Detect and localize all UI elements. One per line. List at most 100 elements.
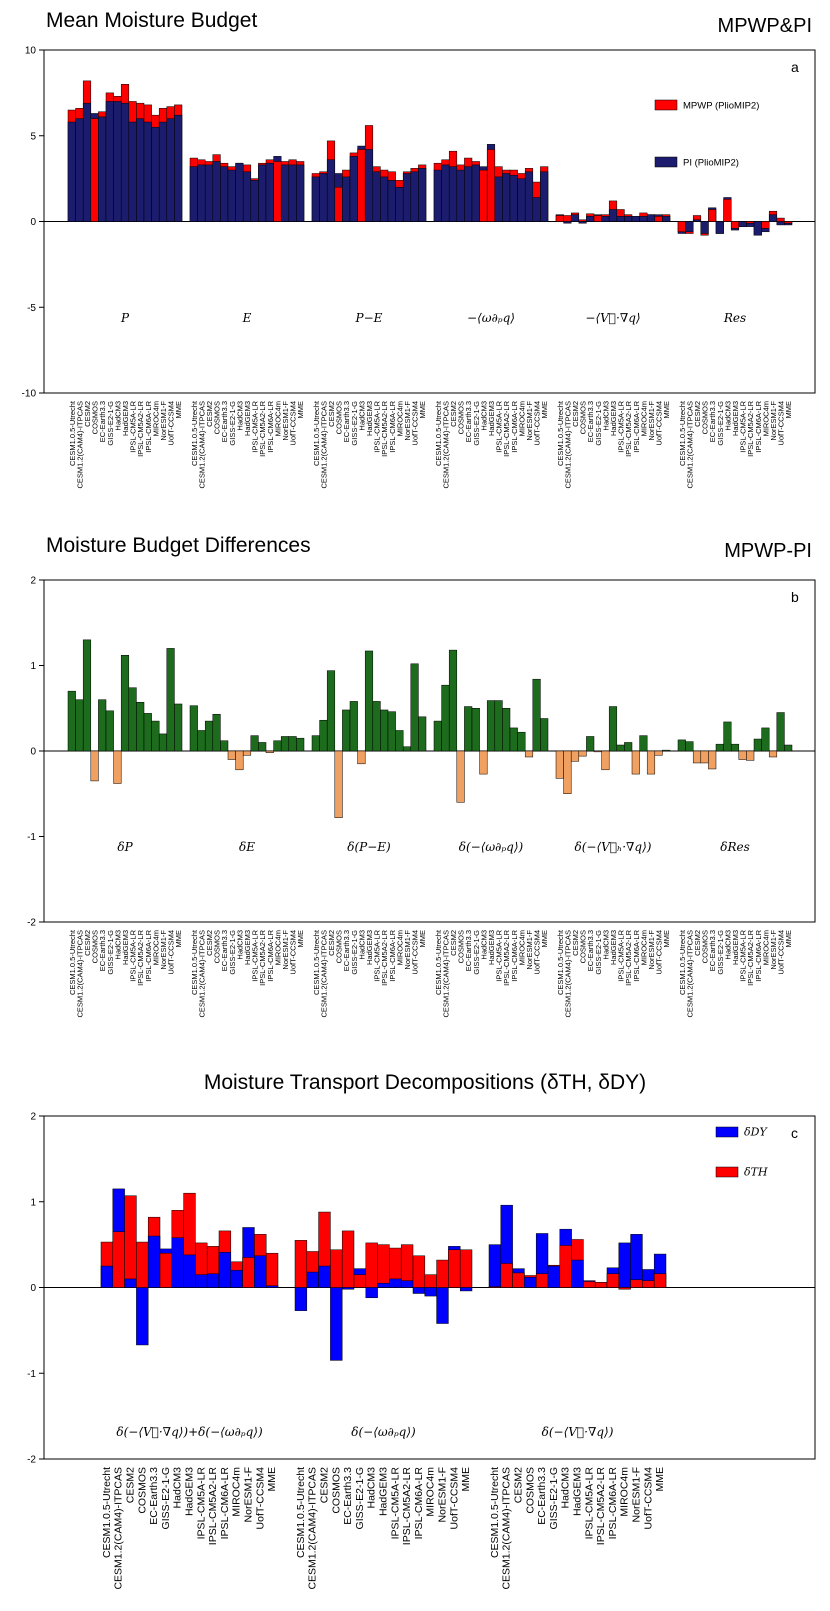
bar xyxy=(578,221,587,224)
x-tick-label: IPSL-CM6A-LR xyxy=(413,1467,425,1540)
bar xyxy=(389,1278,402,1288)
x-tick-label: MME xyxy=(418,401,427,419)
x-tick-label: COSMOS xyxy=(335,401,344,434)
bar xyxy=(459,1287,473,1292)
y-tick-label: 1 xyxy=(30,661,36,672)
bar xyxy=(82,102,92,222)
panel-label: c xyxy=(791,1125,798,1141)
x-tick-label: MIROC4m xyxy=(395,930,404,965)
bar xyxy=(220,166,229,222)
x-tick-label: CESM2 xyxy=(205,401,214,427)
bar xyxy=(183,1254,196,1288)
bar xyxy=(677,739,686,752)
bar xyxy=(75,118,84,222)
x-tick-label: MIROC4m xyxy=(639,401,648,436)
x-tick-label: IPSL-CM6A-LR xyxy=(510,929,519,981)
legend-label: δDY xyxy=(744,1126,768,1139)
x-tick-label: CESM1.2(CAM4)-ITPCAS xyxy=(197,401,206,489)
bar xyxy=(494,700,503,752)
y-tick-label: 0 xyxy=(30,217,36,228)
x-tick-label: MME xyxy=(654,1467,666,1492)
bar xyxy=(412,1255,426,1288)
x-tick-label: HadGEM3 xyxy=(365,401,374,436)
x-tick-label: MME xyxy=(784,401,793,419)
group-label: P xyxy=(120,311,130,325)
group-label: δ(−⟨V⃗·∇q⟩) xyxy=(542,1425,614,1439)
bar xyxy=(112,1231,125,1288)
x-tick-label: IPSL-CM5A-LR xyxy=(739,929,748,981)
x-tick-label: MIROC4m xyxy=(273,930,282,965)
x-tick-label: NorESM1-F xyxy=(159,401,168,441)
bar xyxy=(586,736,595,752)
legend-swatch xyxy=(654,99,678,111)
group-label: δRes xyxy=(720,840,750,854)
bar xyxy=(288,736,297,752)
bar xyxy=(464,166,473,222)
bar xyxy=(273,740,282,752)
x-tick-label: COSMOS xyxy=(701,930,710,963)
x-tick-label: NorESM1-F xyxy=(281,401,290,441)
bar xyxy=(540,171,549,222)
x-tick-label: IPSL-CM5A-LR xyxy=(495,929,504,981)
x-tick-label: CESM2 xyxy=(693,401,702,427)
bar xyxy=(273,161,282,222)
x-tick-label: CESM2 xyxy=(571,401,580,427)
bar xyxy=(372,171,381,222)
x-tick-label: IPSL-CM6A-LR xyxy=(388,400,397,452)
bar xyxy=(349,156,358,222)
bar xyxy=(151,720,160,752)
bar xyxy=(395,186,404,222)
bar xyxy=(677,221,686,233)
bar xyxy=(618,1287,631,1290)
panel-label: a xyxy=(791,59,799,75)
bar xyxy=(341,1230,355,1288)
bar xyxy=(708,750,717,770)
bar xyxy=(410,171,419,222)
x-tick-label: MIROC4m xyxy=(395,401,404,436)
bar xyxy=(342,176,351,222)
bar xyxy=(158,733,168,752)
bar xyxy=(692,750,702,764)
x-tick-label: MME xyxy=(662,930,671,948)
x-tick-label: CESM1.0.5-Utrecht xyxy=(434,400,443,466)
bar xyxy=(464,706,473,752)
x-tick-label: NorESM1-F xyxy=(243,1467,255,1522)
x-tick-label: IPSL-CM6A-LR xyxy=(510,400,519,452)
x-tick-label: CESM1.0.5-Utrecht xyxy=(678,400,687,466)
x-tick-label: IPSL-CM5A2-LR xyxy=(380,929,389,985)
x-tick-label: UofT-CCSM4 xyxy=(289,401,298,446)
bar xyxy=(616,744,625,752)
bar xyxy=(646,214,656,222)
bar xyxy=(412,1287,426,1294)
x-tick-label: CESM1.2(CAM4)-ITPCAS xyxy=(441,401,450,489)
bar xyxy=(326,670,336,752)
bar xyxy=(715,743,724,752)
x-tick-label: CESM2 xyxy=(693,930,702,956)
bar xyxy=(235,750,244,771)
bar xyxy=(768,214,778,222)
legend-swatch xyxy=(715,1126,739,1138)
x-tick-label: IPSL-CM5A2-LR xyxy=(136,400,145,456)
bar xyxy=(365,1242,378,1288)
x-tick-label: HadGEM3 xyxy=(609,401,618,436)
x-tick-label: CESM1.2(CAM4)-ITPCAS xyxy=(685,401,694,489)
bar xyxy=(189,705,198,752)
x-tick-label: GISS-E2-1-G xyxy=(350,401,359,446)
x-tick-label: HadCM3 xyxy=(357,930,366,960)
bar xyxy=(753,221,762,236)
x-tick-label: HadCM3 xyxy=(601,401,610,431)
x-tick-label: GISS-E2-1-G xyxy=(594,930,603,975)
bar xyxy=(730,743,740,752)
bar xyxy=(524,750,534,758)
x-tick-label: HadGEM3 xyxy=(121,401,130,436)
bar xyxy=(242,750,252,756)
bar xyxy=(124,1278,137,1288)
x-tick-label: IPSL-CM6A-LR xyxy=(632,400,641,452)
bar xyxy=(524,171,534,222)
x-tick-label: COSMOS xyxy=(136,1467,148,1514)
x-tick-label: CESM2 xyxy=(571,930,580,956)
x-tick-label: MME xyxy=(174,930,183,948)
x-tick-label: HadGEM3 xyxy=(243,930,252,965)
bar xyxy=(311,735,320,752)
x-tick-label: CESM2 xyxy=(319,1467,331,1503)
